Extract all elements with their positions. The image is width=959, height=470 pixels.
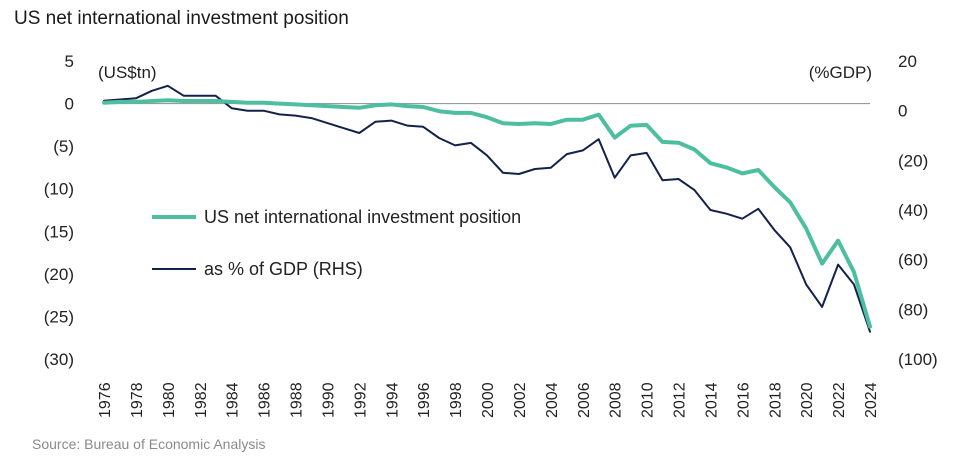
x-tick-label: 2010	[640, 382, 657, 418]
x-tick-label: 2016	[735, 382, 752, 418]
x-tick-label: 2018	[767, 382, 784, 418]
x-tick-label: 2024	[863, 382, 880, 418]
x-tick-label: 2004	[544, 382, 561, 418]
left-tick-label: (25)	[44, 307, 74, 326]
legend: US net international investment position…	[152, 207, 521, 279]
left-tick-label: (30)	[44, 350, 74, 369]
x-tick-label: 2008	[608, 382, 625, 418]
left-tick-label: (5)	[53, 137, 74, 156]
right-axis: 20 0 (20) (40) (60) (80) (100)	[898, 52, 938, 369]
x-tick-label: 1984	[225, 382, 242, 418]
x-axis: 1976 1978 1980 1982 1984 1986 1988 1990 1992 1994…	[97, 382, 880, 418]
x-tick-label: 1998	[448, 382, 465, 418]
x-tick-label: 2014	[703, 382, 720, 418]
left-tick-label: (10)	[44, 180, 74, 199]
x-tick-label: 1994	[384, 382, 401, 418]
series-line-gdp-pct	[103, 84, 871, 333]
legend-label-gdp: as % of GDP (RHS)	[204, 259, 363, 279]
x-tick-label: 2020	[799, 382, 816, 418]
right-tick-label: (80)	[898, 300, 928, 319]
x-tick-label: 2000	[480, 382, 497, 418]
x-tick-label: 2012	[672, 382, 689, 418]
x-tick-label: 1988	[289, 382, 306, 418]
series-lines	[102, 84, 872, 333]
right-tick-label: (100)	[898, 350, 938, 369]
left-tick-label: (20)	[44, 265, 74, 284]
right-tick-label: 20	[898, 52, 917, 71]
right-axis-label: (%GDP)	[809, 63, 872, 82]
right-tick-label: 0	[898, 102, 907, 121]
series-line-niip	[102, 98, 872, 329]
source-note: Source: Bureau of Economic Analysis	[32, 436, 266, 452]
x-tick-label: 1982	[193, 382, 210, 418]
x-tick-label: 1992	[352, 382, 369, 418]
x-tick-label: 2006	[576, 382, 593, 418]
right-tick-label: (40)	[898, 201, 928, 220]
x-tick-label: 1996	[416, 382, 433, 418]
x-tick-label: 1978	[129, 382, 146, 418]
left-tick-label: 0	[65, 95, 74, 114]
left-tick-label: (15)	[44, 222, 74, 241]
legend-label-niip: US net international investment position	[204, 207, 521, 227]
x-tick-label: 2022	[831, 382, 848, 418]
left-axis: 5 0 (5) (10) (15) (20) (25) (30)	[44, 52, 74, 369]
chart-title: US net international investment position	[14, 8, 349, 29]
left-axis-label: (US$tn)	[98, 63, 157, 82]
x-tick-label: 1976	[97, 382, 114, 418]
x-tick-label: 1990	[320, 382, 337, 418]
left-tick-label: 5	[65, 52, 74, 71]
right-tick-label: (20)	[898, 151, 928, 170]
x-tick-label: 1980	[161, 382, 178, 418]
x-tick-label: 2002	[512, 382, 529, 418]
right-tick-label: (60)	[898, 251, 928, 270]
x-tick-label: 1986	[257, 382, 274, 418]
